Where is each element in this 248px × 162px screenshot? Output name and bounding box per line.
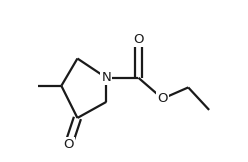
Text: N: N bbox=[101, 71, 111, 84]
Text: O: O bbox=[157, 92, 168, 105]
Text: O: O bbox=[133, 33, 144, 46]
Text: O: O bbox=[63, 138, 74, 151]
